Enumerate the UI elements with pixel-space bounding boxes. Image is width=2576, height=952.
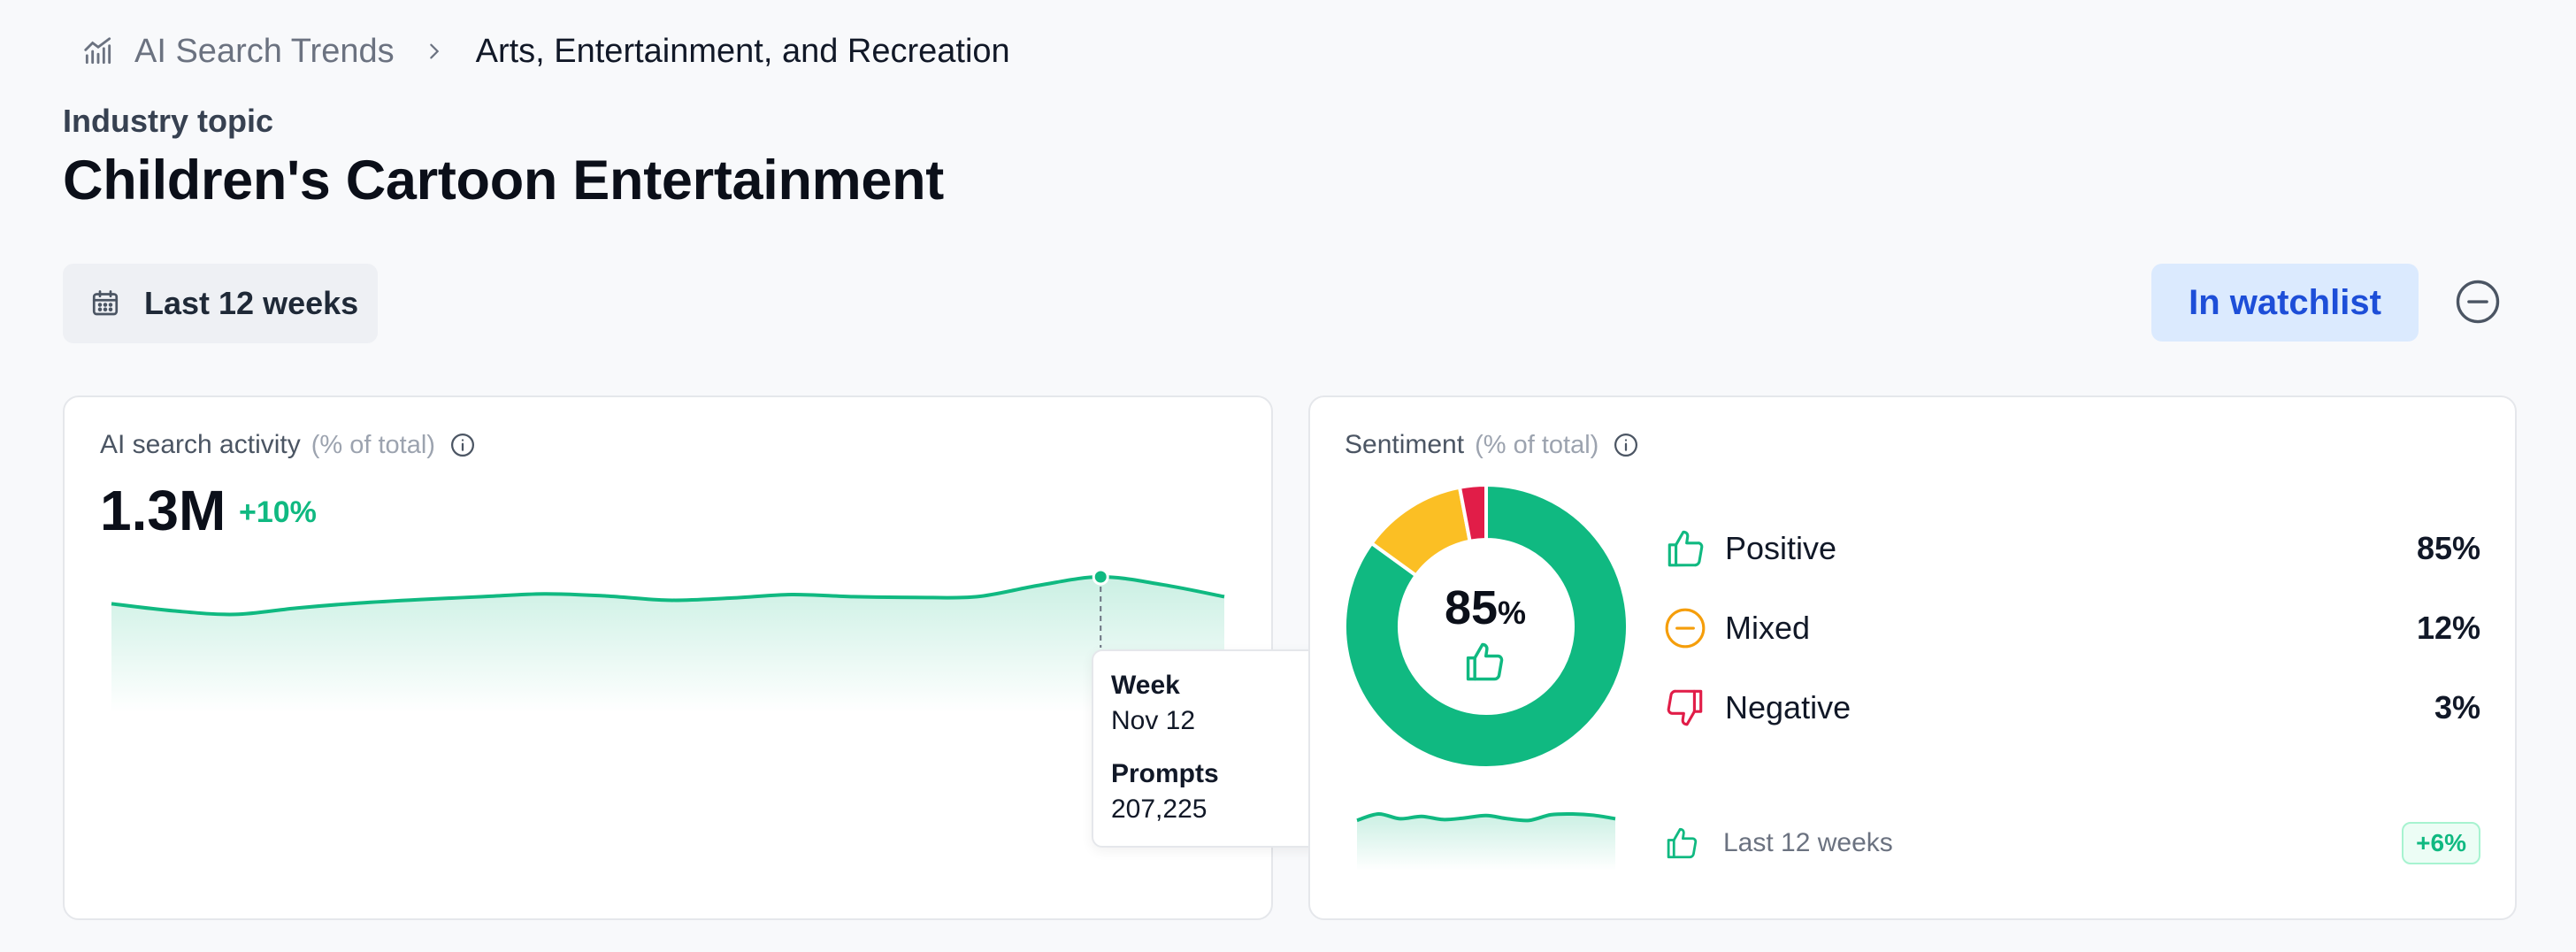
trend-chart-icon [81,35,115,68]
sentiment-donut-chart [1343,483,1629,770]
highlight-point [1092,568,1109,586]
sentiment-negative-row: Negative 3% [1663,683,2480,733]
sentiment-sparkline [1356,811,1616,871]
sentiment-delta-badge: +6% [2402,822,2480,864]
activity-card-header: AI search activity (% of total) [100,430,476,460]
sentiment-card-subtitle: (% of total) [1475,430,1599,459]
tooltip-prompts-label: Prompts [1111,759,1219,788]
sentiment-positive-label: Positive [1725,530,1837,566]
sparkline-area-fill [1357,813,1615,871]
thumbs-up-icon [1663,825,1700,862]
sentiment-positive-row: Positive 85% [1663,524,2480,573]
thumbs-down-icon [1663,686,1707,730]
sentiment-footer: Last 12 weeks +6% [1663,821,2480,865]
tooltip-week-value: Nov 12 [1111,706,1196,735]
activity-series-line [111,574,1225,617]
minus-circle-icon [1663,606,1707,650]
breadcrumb-current: Arts, Entertainment, and Recreation [475,32,1010,70]
page-title: Children's Cartoon Entertainment [63,150,944,211]
sentiment-footer-label: Last 12 weeks [1723,828,1893,857]
sentiment-mixed-label: Mixed [1725,610,1811,646]
activity-card-title: AI search activity [100,430,301,459]
info-icon[interactable] [1613,432,1639,458]
chevron-right-icon [425,42,444,61]
sentiment-mixed-value: 12% [2416,610,2480,646]
activity-trend-chart [111,568,1225,713]
tooltip-week-label: Week [1111,671,1180,700]
breadcrumb: AI Search Trends Arts, Entertainment, an… [81,27,1010,76]
sentiment-card-header: Sentiment (% of total) [1345,430,1639,460]
thumbs-up-icon [1663,526,1707,571]
tooltip-prompts-value: 207,225 [1111,795,1208,824]
watchlist-button[interactable]: In watchlist [2151,264,2419,342]
sentiment-negative-label: Negative [1725,689,1852,726]
donut-center-value: 85% [1444,581,1527,634]
donut-slice-negative [1458,483,1488,543]
minus-circle-icon [2456,280,2500,324]
date-range-button[interactable]: Last 12 weeks [63,264,378,343]
activity-delta: +10% [239,495,317,529]
donut-center: 85% [1428,580,1543,635]
sparkline-line [1356,811,1616,823]
sentiment-positive-value: 85% [2416,530,2480,566]
donut-slice-positive [1343,483,1629,770]
page-eyebrow: Industry topic [63,103,274,139]
activity-value: 1.3M [100,479,226,542]
breadcrumb-parent-link[interactable]: AI Search Trends [134,32,395,70]
remove-from-watchlist-button[interactable] [2454,278,2502,326]
chart-tooltip: Week Nov 12 Prompts 207,225 [1092,649,1339,848]
sentiment-card-title: Sentiment [1345,430,1465,459]
calendar-icon [89,288,121,319]
thumbs-up-icon [1461,639,1507,689]
date-range-label: Last 12 weeks [144,285,359,321]
sentiment-mixed-row: Mixed 12% [1663,603,2480,653]
activity-card-subtitle: (% of total) [310,430,435,459]
activity-area-fill [111,576,1224,713]
sentiment-negative-value: 3% [2434,689,2480,726]
info-icon[interactable] [449,432,476,458]
